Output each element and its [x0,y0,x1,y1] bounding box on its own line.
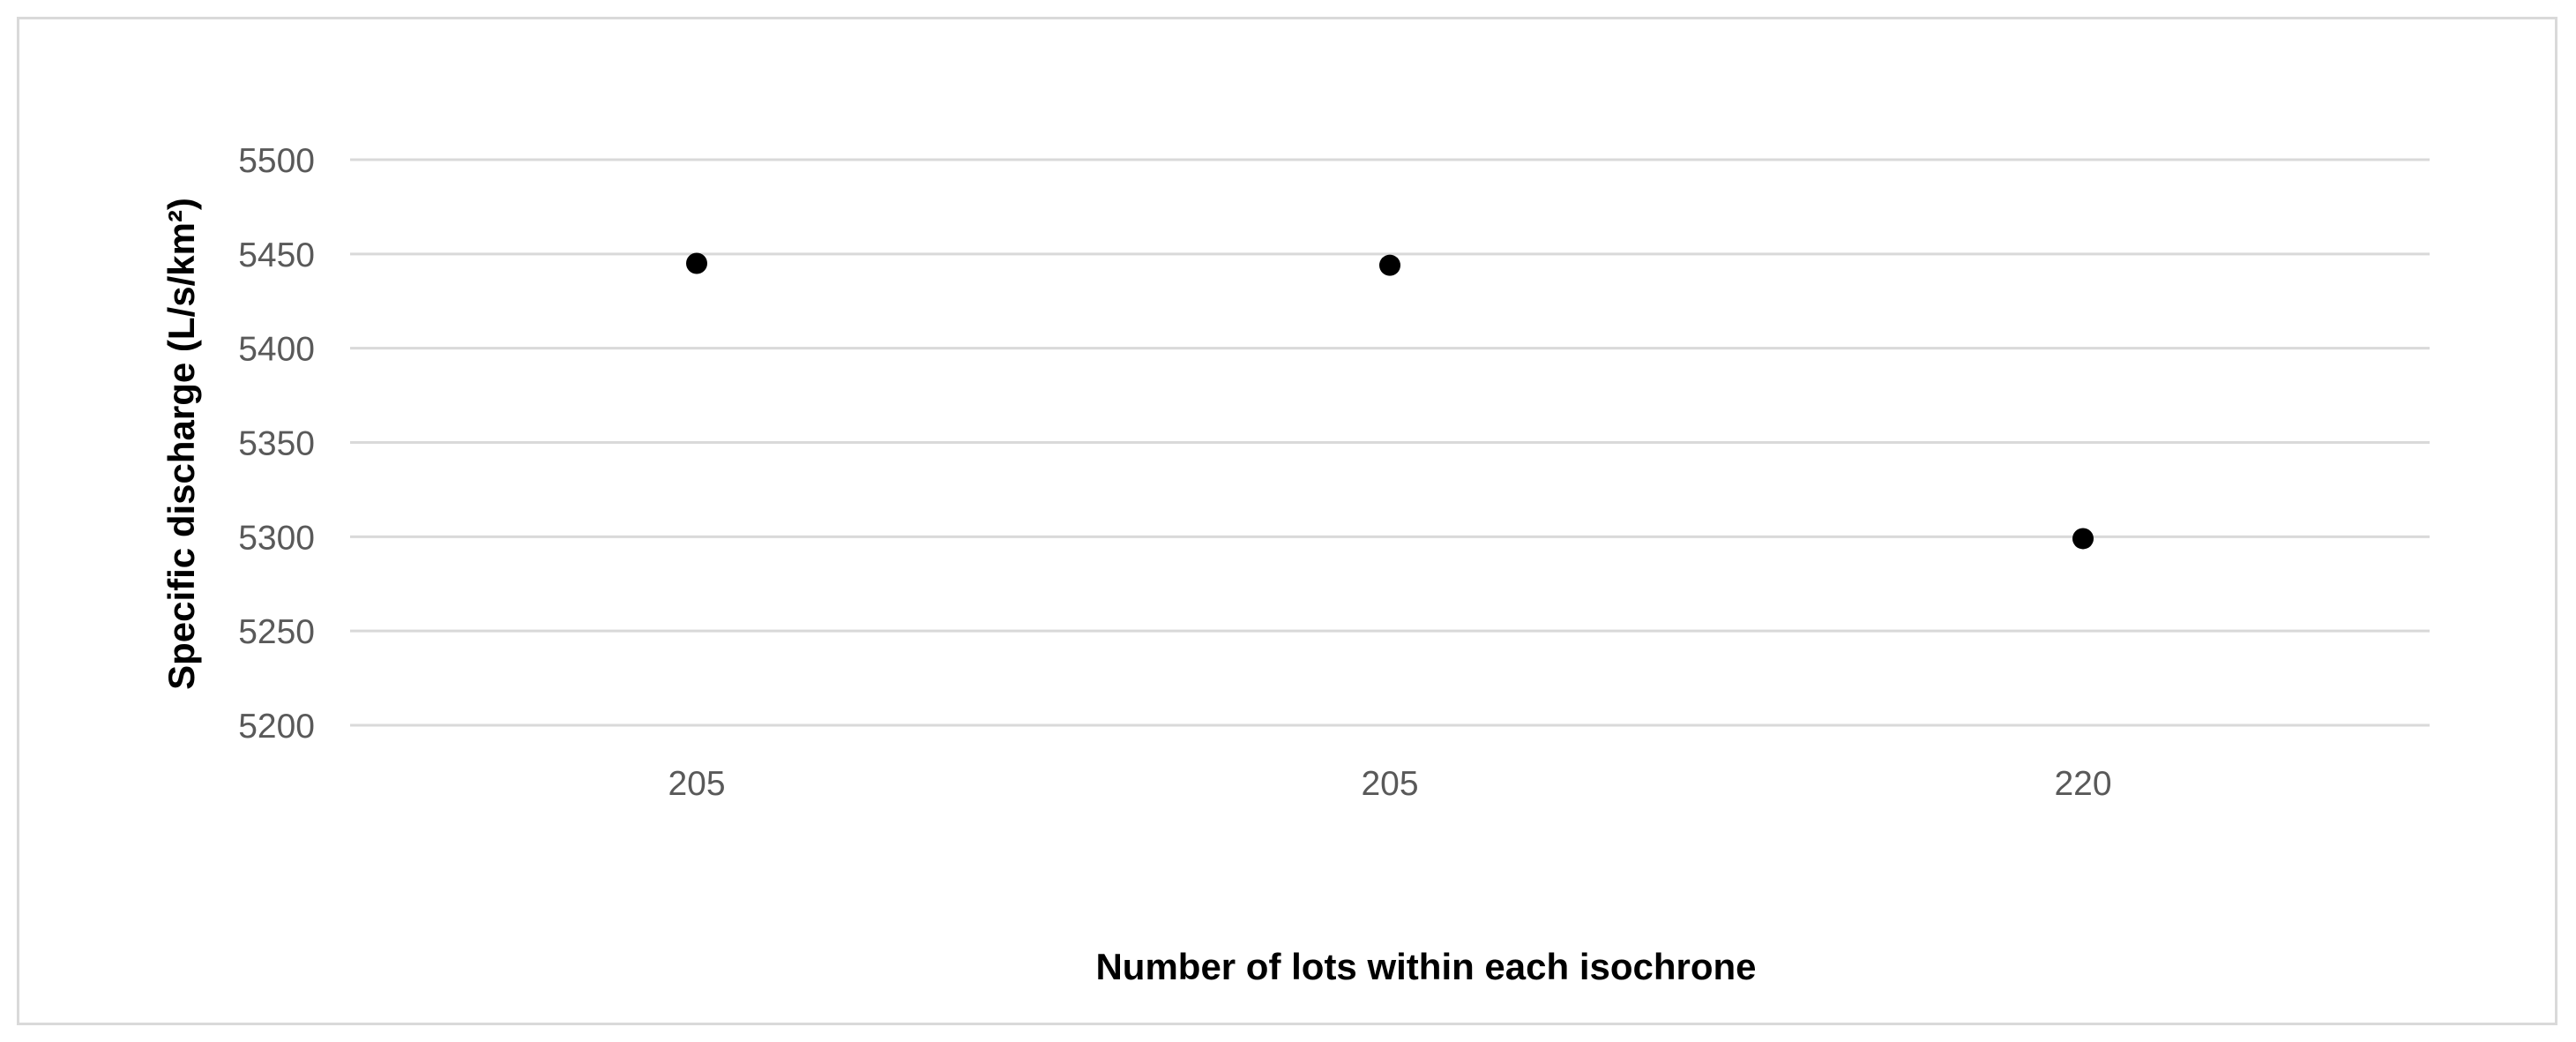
y-tick-label: 5450 [238,236,315,274]
x-tick-labels: 205 205 220 [668,765,2111,803]
y-tick-label: 5200 [238,708,315,746]
data-point [686,252,707,274]
gridlines [350,158,2430,727]
y-tick-label: 5400 [238,331,315,369]
x-tick-label: 220 [2054,765,2111,803]
y-tick-label: 5500 [238,142,315,180]
y-tick-label: 5350 [238,425,315,463]
data-point [2072,528,2094,550]
chart-frame [17,17,2557,1025]
y-axis-title: Specific discharge (L/s/km²) [161,198,202,690]
y-tick-label: 5300 [238,519,315,557]
y-tick-label: 5250 [238,613,315,651]
x-axis-title: Number of lots within each isochrone [1095,946,1756,987]
data-point [1379,254,1400,276]
x-tick-label: 205 [668,765,725,803]
x-tick-label: 205 [1361,765,1418,803]
y-tick-labels: 5200 5250 5300 5350 5400 5450 5500 [238,142,315,746]
data-points [686,252,2094,550]
